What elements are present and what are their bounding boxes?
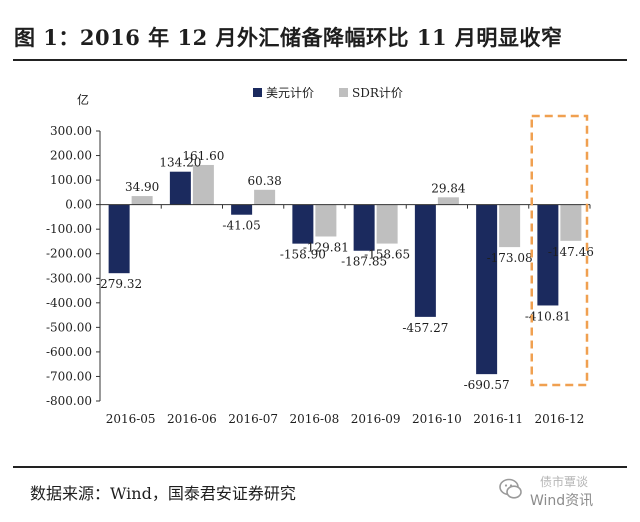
data-label-sdr: 34.90 xyxy=(125,180,159,194)
data-label-usd: -410.81 xyxy=(525,309,571,323)
x-tick-label: 2016-11 xyxy=(473,412,523,426)
data-label-sdr: -147.46 xyxy=(548,245,594,259)
legend-label-usd: 美元计价 xyxy=(266,86,314,100)
data-label-sdr: -129.81 xyxy=(303,240,349,254)
watermark-brand: Wind资讯 xyxy=(530,493,594,509)
y-tick-label: 200.00 xyxy=(50,149,92,163)
x-tick-label: 2016-09 xyxy=(351,412,401,426)
bar-chart: 亿 300.00 200.00 100.00 0.00 -100.00 -200.00 -30… xyxy=(46,86,594,426)
y-tick-label: -600.00 xyxy=(46,345,92,359)
legend-swatch-sdr xyxy=(339,88,348,97)
bar-sdr xyxy=(437,197,459,205)
data-label-usd: -457.27 xyxy=(402,321,448,335)
bottom-rule xyxy=(13,466,627,468)
data-source: 数据来源：Wind，国泰君安证券研究 xyxy=(30,484,296,503)
legend-swatch-usd xyxy=(253,88,262,97)
wechat-icon xyxy=(499,478,522,499)
bar-sdr xyxy=(254,189,276,205)
bar-sdr xyxy=(376,204,398,244)
data-label-usd: -690.57 xyxy=(464,378,510,392)
bar-usd xyxy=(476,204,498,375)
bar-usd xyxy=(537,204,559,306)
data-label-sdr: -173.08 xyxy=(487,251,533,265)
bar-usd xyxy=(231,204,253,215)
y-tick-label: 0.00 xyxy=(65,198,92,212)
data-label-sdr: 29.84 xyxy=(431,181,466,195)
y-axis-unit-label: 亿 xyxy=(77,92,89,107)
y-tick-label: -200.00 xyxy=(46,247,92,261)
data-label-sdr: 60.38 xyxy=(247,174,281,188)
x-tick-label: 2016-10 xyxy=(412,412,462,426)
watermark: 债市覃谈 Wind资讯 xyxy=(472,470,622,514)
bar-sdr xyxy=(192,164,214,205)
data-label-sdr: -158.65 xyxy=(364,248,410,262)
bar-usd xyxy=(169,171,191,205)
data-label-usd: -41.05 xyxy=(222,219,260,233)
bar-usd xyxy=(292,204,314,244)
y-tick-label: -400.00 xyxy=(46,296,92,310)
y-tick-label: 100.00 xyxy=(50,173,92,187)
legend-label-sdr: SDR计价 xyxy=(352,86,403,100)
data-label-usd: 134.20 xyxy=(159,156,201,170)
figure-title: 图 1：2016 年 12 月外汇储备降幅环比 11 月明显收窄 xyxy=(14,25,563,50)
data-label-usd: -279.32 xyxy=(96,277,142,291)
data-label-sdr: 161.60 xyxy=(182,149,224,163)
y-tick-label: -300.00 xyxy=(46,271,92,285)
bar-usd xyxy=(108,204,130,274)
data-label-usd: -187.85 xyxy=(341,255,387,269)
bar-sdr xyxy=(560,204,582,241)
x-tick-label: 2016-08 xyxy=(289,412,339,426)
y-tick-label: -100.00 xyxy=(46,222,92,236)
bar-usd xyxy=(414,204,436,317)
x-tick-label: 2016-05 xyxy=(106,412,156,426)
bar-sdr xyxy=(131,196,153,205)
bar-sdr xyxy=(499,204,521,248)
bar-usd xyxy=(353,204,375,251)
x-tick-label: 2016-12 xyxy=(534,412,584,426)
x-tick-label: 2016-06 xyxy=(167,412,217,426)
highlight-box xyxy=(530,114,589,387)
data-label-usd: -158.90 xyxy=(280,248,326,262)
y-tick-label: -700.00 xyxy=(46,369,92,383)
watermark-account: 债市覃谈 xyxy=(540,475,589,489)
top-rule xyxy=(13,59,627,61)
bar-sdr xyxy=(315,204,337,237)
y-tick-label: -500.00 xyxy=(46,320,92,334)
y-tick-label: 300.00 xyxy=(50,124,92,138)
x-tick-label: 2016-07 xyxy=(228,412,278,426)
y-tick-label: -800.00 xyxy=(46,394,92,408)
